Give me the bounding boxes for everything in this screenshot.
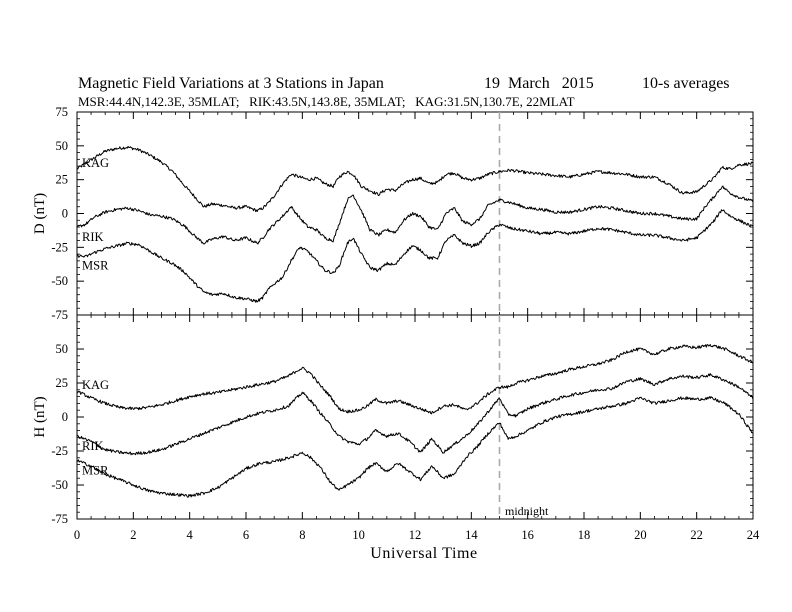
x-tick-label: 22 xyxy=(690,528,703,542)
x-tick-label: 12 xyxy=(409,528,422,542)
y-tick-label: 25 xyxy=(56,173,69,187)
x-axis-label: Universal Time xyxy=(370,545,478,562)
y-tick-label: 75 xyxy=(56,105,69,119)
y-tick-label: -50 xyxy=(51,274,68,288)
series-line-kag-d xyxy=(76,145,754,213)
x-tick-label: 10 xyxy=(352,528,365,542)
y-tick-label: -75 xyxy=(51,512,68,526)
x-tick-label: 8 xyxy=(299,528,305,542)
y-tick-label: 50 xyxy=(56,342,69,356)
x-tick-label: 18 xyxy=(578,528,591,542)
y-axis-label-d: D (nT) xyxy=(32,193,48,234)
y-tick-label: -25 xyxy=(51,240,68,254)
y-tick-label: 0 xyxy=(62,207,68,221)
series-label-msr: MSR xyxy=(82,258,109,272)
x-tick-label: 6 xyxy=(243,528,249,542)
series-label-rik: RIK xyxy=(82,439,104,453)
y-tick-label: -25 xyxy=(51,444,68,458)
x-tick-label: 4 xyxy=(187,528,194,542)
chart-averaging: 10-s averages xyxy=(642,75,730,92)
x-tick-label: 14 xyxy=(465,528,478,542)
y-tick-label: 25 xyxy=(56,376,69,390)
panel-d: 75 50 25 0 -25 -50 -75 D (nT) KAG RIK MSR xyxy=(32,105,754,322)
y-tick-label: -50 xyxy=(51,478,68,492)
x-tick-label: 0 xyxy=(74,528,80,542)
chart-title: Magnetic Field Variations at 3 Stations … xyxy=(78,75,384,92)
series-line-rik-d xyxy=(76,185,754,245)
y-tick-label: 0 xyxy=(62,410,68,424)
y-tick-label: -75 xyxy=(51,308,68,322)
x-tick-label: 16 xyxy=(521,528,534,542)
series-line-kag-h xyxy=(76,343,754,415)
chart-date: 19 March 2015 xyxy=(484,75,594,92)
midnight-label: midnight xyxy=(505,504,549,518)
series-label-kag: KAG xyxy=(82,378,109,392)
series-line-rik-h xyxy=(76,373,754,456)
series-label-rik: RIK xyxy=(82,230,104,244)
series-label-kag: KAG xyxy=(82,156,109,170)
x-tick-label: 20 xyxy=(634,528,647,542)
stations-info: MSR:44.4N,142.3E, 35MLAT; RIK:43.5N,143.… xyxy=(78,94,575,109)
panel-frame xyxy=(76,314,754,520)
series-line-msr-h xyxy=(76,396,754,498)
x-tick-label: 24 xyxy=(747,528,760,542)
x-tick-label: 2 xyxy=(130,528,136,542)
y-axis-label-h: H (nT) xyxy=(32,396,48,437)
series-line-msr-d xyxy=(76,209,754,303)
y-tick-label: 50 xyxy=(56,139,69,153)
series-label-msr: MSR xyxy=(82,464,109,478)
